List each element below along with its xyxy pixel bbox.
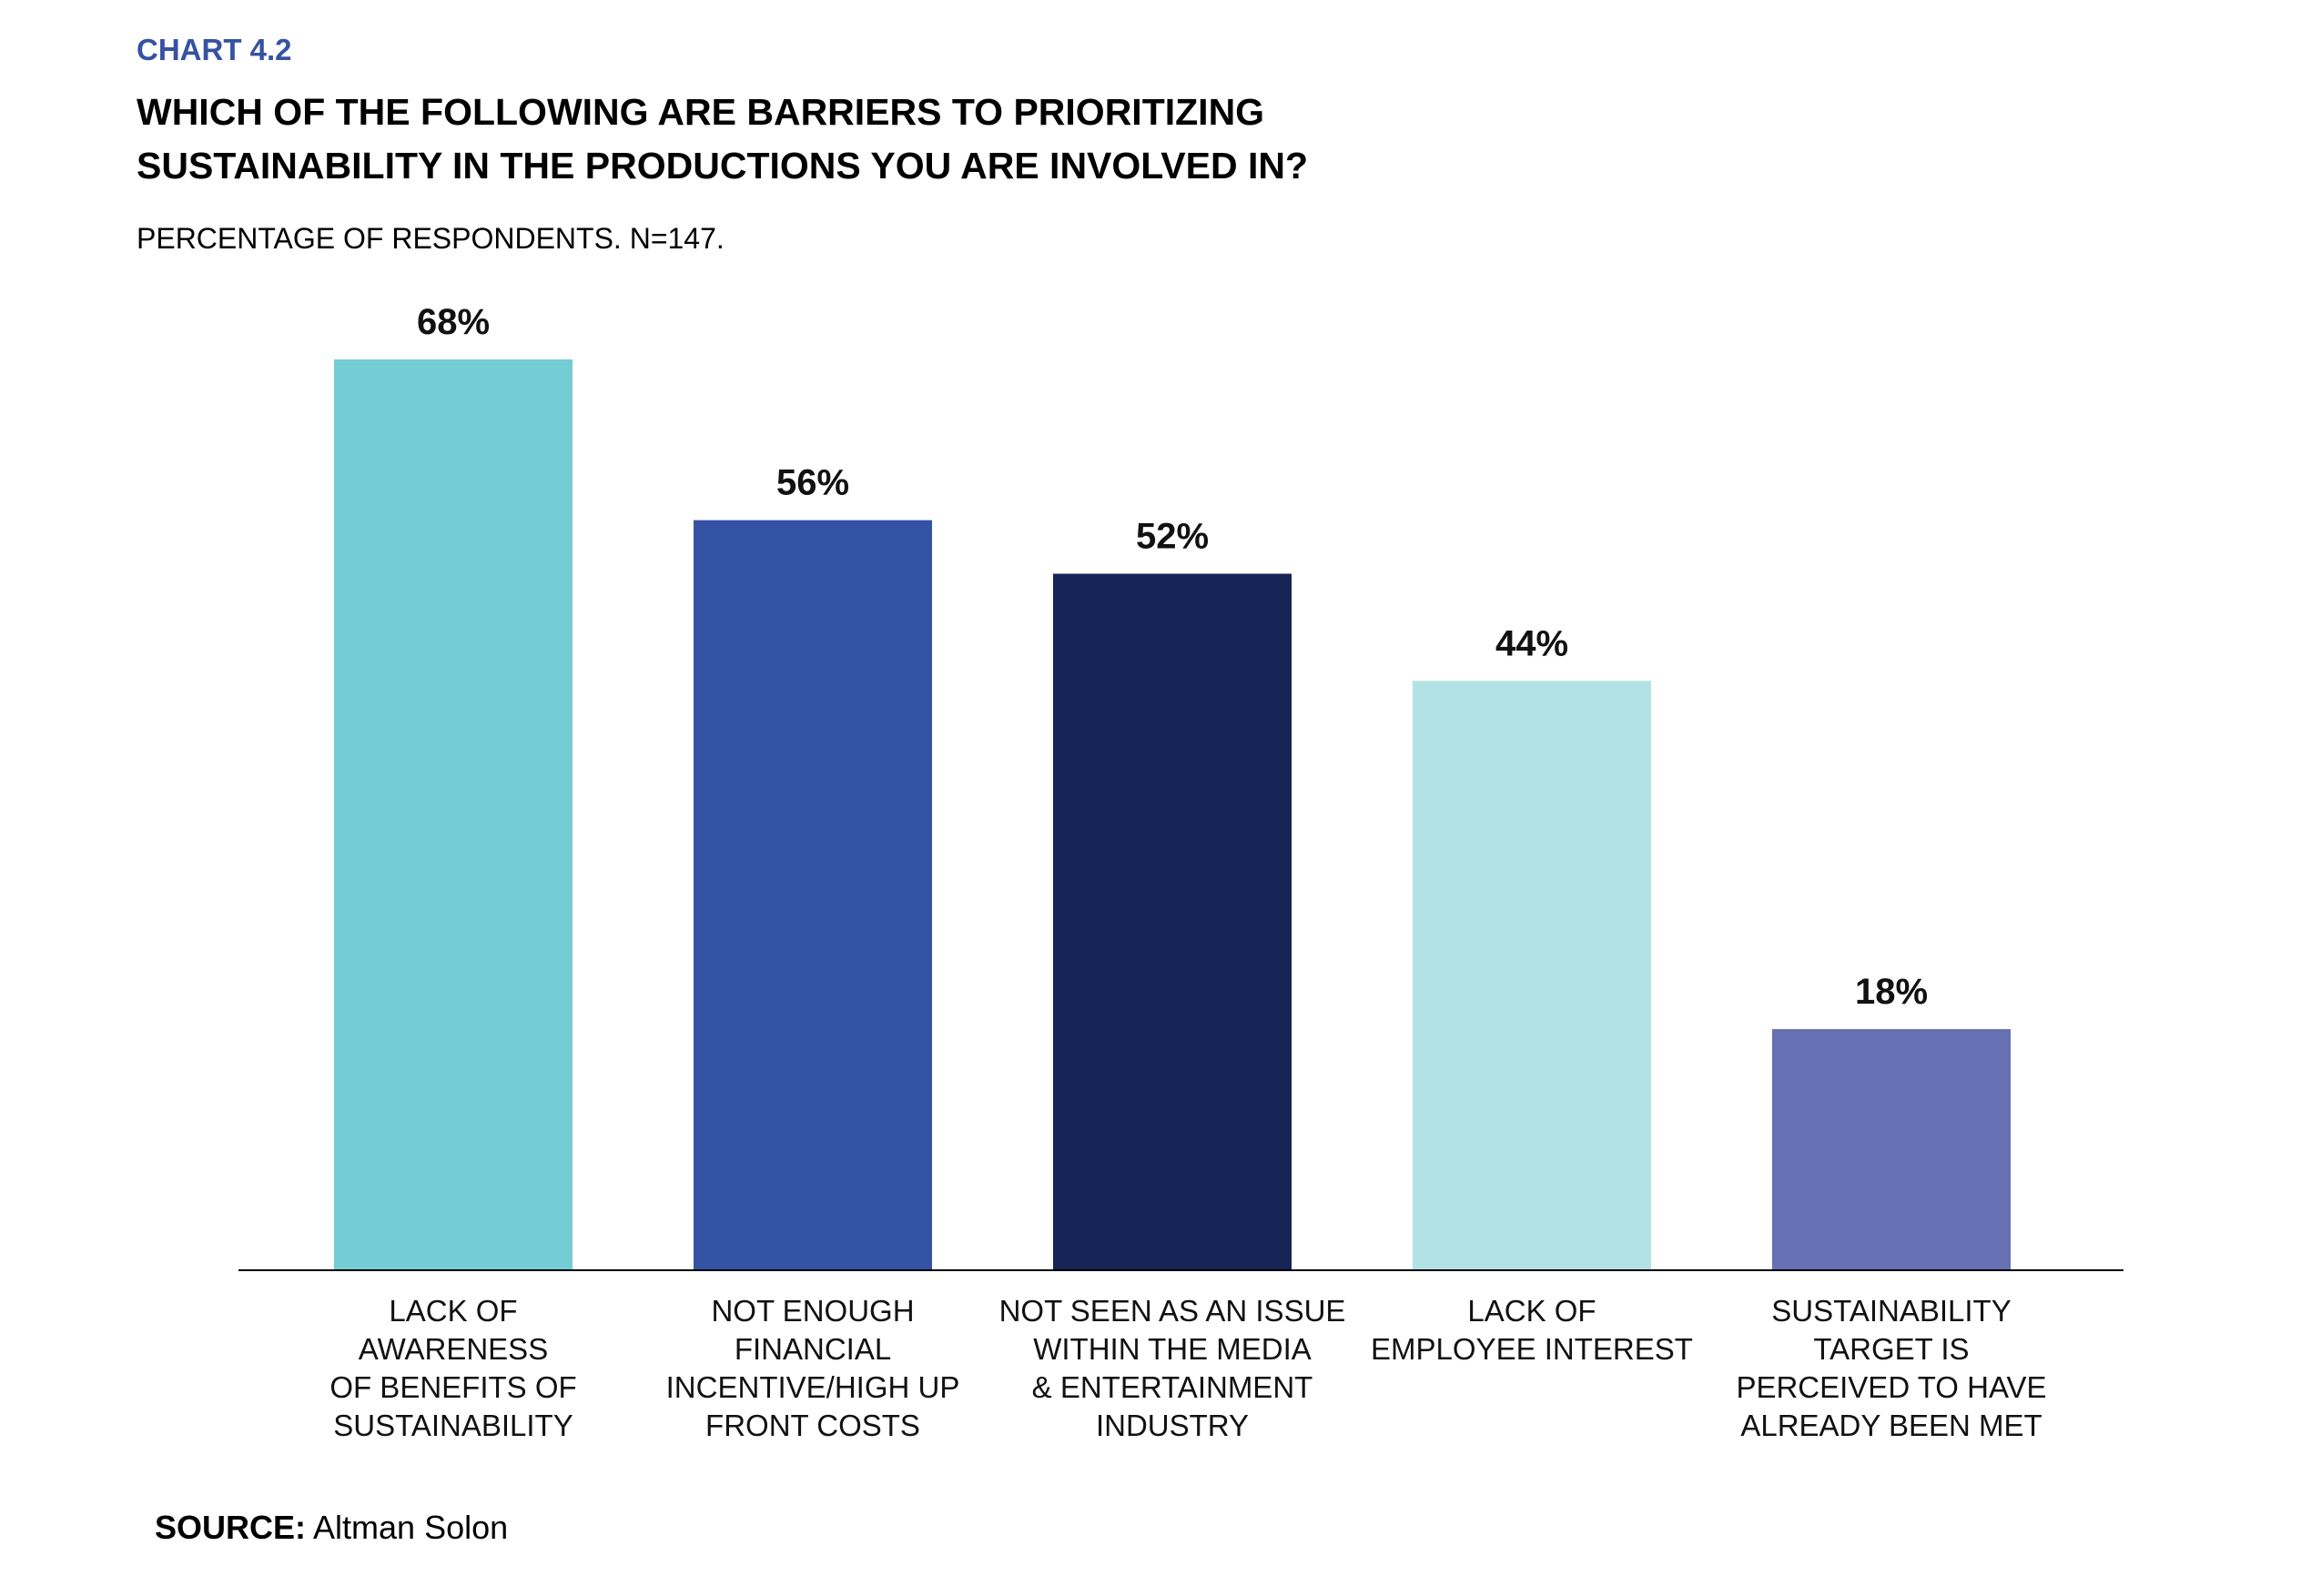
value-label-2: 56% <box>776 463 849 503</box>
category-label-5: SUSTAINABILITY TARGET IS PERCEIVED TO HAVE… <box>1736 1294 2046 1442</box>
category-label-4: LACK OF EMPLOYEE INTEREST <box>1371 1294 1693 1366</box>
category-label-1-line-1: LACK OF <box>389 1294 517 1328</box>
category-label-5-line-2: TARGET IS <box>1813 1332 1969 1366</box>
value-label-5: 18% <box>1855 972 1928 1012</box>
source-label: SOURCE: <box>155 1509 307 1546</box>
category-label-1-line-2: AWARENESS <box>359 1332 548 1366</box>
category-label-5-line-3: PERCEIVED TO HAVE <box>1736 1370 2046 1404</box>
chart-subtitle: PERCENTAGE OF RESPONDENTS. N=147. <box>137 222 725 255</box>
category-label-2-line-3: INCENTIVE/HIGH UP <box>666 1370 960 1404</box>
chart-kicker: CHART 4.2 <box>137 33 292 66</box>
source-note: SOURCE: Altman Solon <box>155 1509 508 1547</box>
bar-4 <box>1413 681 1651 1270</box>
value-label-1: 68% <box>417 302 490 342</box>
source-value: Altman Solon <box>313 1509 509 1546</box>
category-label-4-line-2: EMPLOYEE INTEREST <box>1371 1332 1693 1366</box>
category-label-3-line-1: NOT SEEN AS AN ISSUE <box>999 1294 1346 1328</box>
category-label-1-line-4: SUSTAINABILITY <box>333 1409 573 1442</box>
chart-title: WHICH OF THE FOLLOWING ARE BARRIERS TO P… <box>137 86 1502 193</box>
category-label-1: LACK OF AWARENESS OF BENEFITS OF SUSTAINABI… <box>329 1294 576 1442</box>
category-label-4-line-1: LACK OF <box>1467 1294 1596 1328</box>
bar-5 <box>1772 1029 2011 1270</box>
category-label-2-line-2: FINANCIAL <box>735 1332 891 1366</box>
category-label-5-line-1: SUSTAINABILITY <box>1771 1294 2011 1328</box>
category-label-5-line-4: ALREADY BEEN MET <box>1740 1409 2042 1442</box>
category-label-2-line-4: FRONT COSTS <box>705 1409 920 1442</box>
category-label-2: NOT ENOUGH FINANCIAL INCENTIVE/HIGH UP FRON… <box>666 1294 960 1442</box>
chart-title-line-1: WHICH OF THE FOLLOWING ARE BARRIERS TO P… <box>137 91 1265 133</box>
category-label-3-line-2: WITHIN THE MEDIA <box>1033 1332 1312 1366</box>
category-label-3-line-4: INDUSTRY <box>1096 1409 1249 1442</box>
value-label-3: 52% <box>1136 517 1209 557</box>
category-label-3-line-3: & ENTERTAINMENT <box>1032 1370 1313 1404</box>
bar-2 <box>694 520 932 1270</box>
category-label-1-line-3: OF BENEFITS OF <box>329 1370 576 1404</box>
value-label-4: 44% <box>1495 623 1568 663</box>
bar-1 <box>334 359 573 1270</box>
bar-3 <box>1053 573 1292 1270</box>
category-label-2-line-1: NOT ENOUGH <box>711 1294 914 1328</box>
chart-title-line-2: SUSTAINABILITY IN THE PRODUCTIONS YOU AR… <box>137 145 1309 187</box>
category-label-3: NOT SEEN AS AN ISSUE WITHIN THE MEDIA & EN… <box>999 1294 1346 1442</box>
